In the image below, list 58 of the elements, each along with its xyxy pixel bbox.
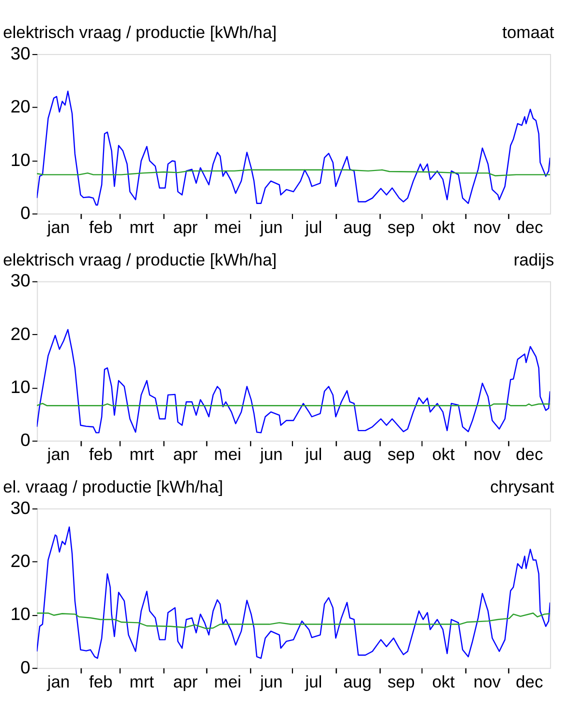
- line-series: [36, 612, 550, 630]
- x-tick-label: jan: [46, 672, 70, 692]
- y-tick-label: 30: [10, 44, 30, 64]
- x-tick-label: okt: [432, 218, 455, 237]
- x-tick-label: sep: [387, 672, 415, 692]
- x-tick-label: feb: [89, 445, 113, 464]
- x-tick-label: mrt: [129, 445, 154, 464]
- y-tick-label: 10: [10, 377, 30, 398]
- line-series: [36, 526, 550, 659]
- chart-title: elektrisch vraag / productie [kWh/ha]: [2, 23, 277, 42]
- y-tick-label: 10: [10, 604, 30, 624]
- x-tick-label: jul: [304, 445, 322, 464]
- x-tick-label: aug: [343, 218, 372, 237]
- x-tick-label: nov: [473, 445, 502, 464]
- x-tick-label: aug: [343, 445, 372, 464]
- x-tick-label: sep: [387, 445, 415, 464]
- y-tick-label: 10: [10, 150, 30, 170]
- x-tick-label: feb: [89, 218, 113, 237]
- x-tick-label: nov: [473, 672, 502, 692]
- x-tick-label: nov: [473, 218, 502, 237]
- y-tick-label: 0: [20, 657, 30, 678]
- x-tick-label: okt: [432, 672, 455, 692]
- x-tick-label: sep: [387, 218, 415, 237]
- y-tick-label: 30: [10, 498, 30, 518]
- text: tomaat: [502, 23, 554, 42]
- y-tick-label: 20: [10, 551, 30, 572]
- x-tick-label: mei: [214, 445, 242, 464]
- x-tick-label: mrt: [129, 672, 154, 692]
- x-tick-label: dec: [516, 672, 544, 692]
- x-tick-label: mei: [214, 672, 242, 692]
- x-tick-label: jun: [259, 218, 283, 237]
- line-series: [36, 328, 550, 434]
- x-tick-label: apr: [173, 445, 198, 464]
- y-tick-label: 30: [10, 270, 30, 291]
- x-tick-label: apr: [173, 218, 198, 237]
- x-tick-label: mei: [214, 218, 242, 237]
- y-tick-label: 0: [20, 202, 30, 223]
- x-tick-label: dec: [516, 445, 544, 464]
- chart-title: elektrisch vraag / productie [kWh/ha]: [2, 250, 277, 270]
- x-tick-label: jan: [46, 445, 70, 464]
- text: radijs: [514, 250, 554, 270]
- x-tick-label: jun: [259, 672, 283, 692]
- y-tick-label: 0: [20, 430, 30, 450]
- chart-title: el. vraag / productie [kWh/ha]: [2, 477, 224, 496]
- line-series: [36, 90, 550, 206]
- x-tick-label: mrt: [129, 218, 154, 237]
- x-tick-label: apr: [173, 672, 198, 692]
- x-tick-label: jun: [259, 445, 283, 464]
- x-tick-label: jul: [304, 672, 322, 692]
- y-tick-label: 20: [10, 96, 30, 117]
- y-tick-label: 20: [10, 324, 30, 344]
- x-tick-label: aug: [343, 672, 372, 692]
- x-tick-label: dec: [516, 218, 544, 237]
- x-tick-label: jul: [304, 218, 322, 237]
- x-tick-label: feb: [89, 672, 113, 692]
- text: chrysant: [490, 477, 554, 496]
- x-tick-label: okt: [432, 445, 455, 464]
- x-tick-label: jan: [46, 218, 70, 237]
